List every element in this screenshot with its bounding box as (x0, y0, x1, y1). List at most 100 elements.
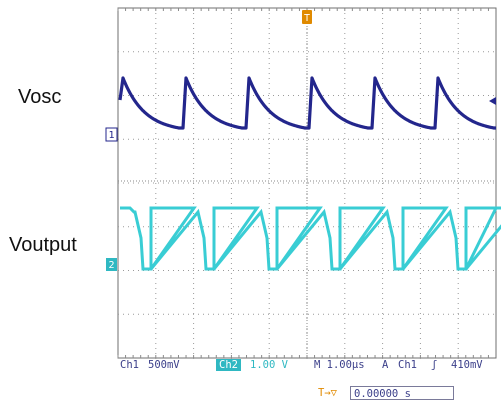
grid-dot (193, 318, 195, 319)
grid-dot (419, 68, 421, 69)
grid-dot (373, 182, 374, 184)
grid-dot (155, 188, 157, 189)
grid-dot (155, 348, 157, 349)
grid-dot (493, 138, 494, 140)
grid-dot (344, 18, 346, 19)
grid-dot (188, 138, 189, 140)
grid-dot (388, 138, 389, 140)
grid-dot (457, 63, 459, 64)
grid-dot (323, 138, 324, 140)
grid-dot (193, 308, 195, 309)
grid-dot (173, 95, 174, 96)
grid-dot (373, 51, 374, 53)
grid-dot (163, 95, 164, 96)
grid-dot (433, 51, 434, 53)
grid-dot (328, 95, 329, 96)
grid-dot (419, 83, 421, 84)
grid-dot (155, 298, 157, 299)
grid-dot (268, 48, 270, 49)
grid-dot (306, 333, 308, 334)
ch2-label[interactable]: Ch2 (216, 359, 241, 371)
grid-dot (268, 88, 270, 89)
grid-dot (193, 263, 195, 264)
grid-dot (348, 226, 349, 228)
grid-dot (458, 182, 459, 184)
grid-dot (457, 223, 459, 224)
grid-dot (344, 358, 346, 359)
grid-dot (353, 226, 354, 228)
grid-dot (418, 51, 419, 53)
grid-dot (268, 108, 270, 109)
grid-dot (268, 73, 270, 74)
grid-dot (382, 98, 384, 99)
grid-dot (418, 138, 419, 140)
ch1-ground-marker-icon[interactable]: 1 (105, 127, 118, 142)
grid-dot (383, 138, 384, 140)
grid-dot (382, 273, 384, 274)
grid-dot (158, 270, 159, 271)
grid-dot (203, 182, 204, 184)
grid-dot (118, 138, 119, 140)
grid-dot (193, 83, 195, 84)
grid-dot (213, 95, 214, 96)
grid-dot (382, 178, 384, 179)
ch1-label[interactable]: Ch1 (120, 359, 139, 371)
grid-dot (268, 138, 270, 139)
grid-dot (118, 313, 119, 315)
grid-dot (483, 95, 484, 96)
grid-dot (373, 313, 374, 315)
grid-dot (448, 138, 449, 140)
grid-dot (457, 108, 459, 109)
grid-dot (382, 88, 384, 89)
grid-dot (230, 93, 232, 94)
trigger-offset-field[interactable]: 0.00000 s (350, 386, 454, 400)
grid-dot (382, 193, 384, 194)
grid-dot (423, 270, 424, 271)
grid-dot (230, 183, 232, 184)
grid-dot (428, 138, 429, 140)
grid-dot (218, 182, 219, 184)
grid-dot (457, 68, 459, 69)
grid-dot (268, 318, 270, 319)
grid-dot (333, 182, 334, 184)
grid-dot (344, 338, 346, 339)
grid-dot (193, 138, 194, 140)
grid-dot (268, 173, 270, 174)
grid-dot (155, 108, 157, 109)
grid-dot (298, 95, 299, 96)
grid-dot (448, 51, 449, 53)
grid-dot (382, 143, 384, 144)
grid-dot (378, 270, 379, 271)
grid-dot (413, 226, 414, 228)
grid-dot (230, 358, 232, 359)
grid-dot (193, 123, 195, 124)
grid-dot (138, 270, 139, 271)
grid-dot (268, 93, 270, 94)
grid-dot (208, 95, 209, 96)
grid-dot (198, 138, 199, 140)
grid-dot (193, 338, 195, 339)
grid-dot (243, 51, 244, 53)
grid-dot (348, 138, 349, 140)
grid-dot (193, 226, 194, 228)
grid-dot (230, 223, 232, 224)
grid-dot (118, 51, 119, 53)
grid-dot (344, 348, 346, 349)
grid-dot (382, 113, 384, 114)
grid-dot (193, 53, 195, 54)
grid-dot (303, 51, 304, 53)
grid-dot (419, 213, 421, 214)
grid-dot (419, 38, 421, 39)
grid-dot (230, 18, 232, 19)
grid-dot (344, 323, 346, 324)
grid-dot (344, 178, 346, 179)
grid-dot (223, 51, 224, 53)
grid-dot (457, 313, 459, 314)
trigger-position-icon[interactable]: T (302, 10, 312, 24)
grid-dot (358, 138, 359, 140)
grid-dot (233, 313, 234, 315)
grid-dot (382, 303, 384, 304)
grid-dot (193, 163, 195, 164)
grid-dot (457, 143, 459, 144)
ch2-ground-marker-icon[interactable]: 2 (106, 258, 117, 271)
